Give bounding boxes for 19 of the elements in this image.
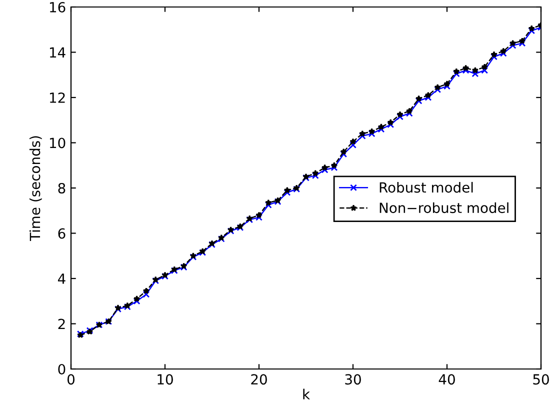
legend-label: Robust model	[380, 182, 473, 193]
x-tick-label: 30	[345, 374, 361, 385]
y-tick-label: 8	[58, 182, 66, 194]
y-tick-label: 2	[58, 318, 65, 330]
x-axis-title: k	[303, 388, 310, 400]
y-tick-label: 6	[58, 228, 66, 239]
x-tick-label: 10	[158, 374, 173, 385]
x-tick-label: 20	[251, 374, 267, 385]
y-tick-label: 10	[50, 138, 66, 148]
y-tick-label: 12	[50, 92, 65, 103]
y-tick-label: 14	[50, 47, 66, 58]
y-tick-label: 16	[50, 2, 66, 12]
y-tick-label: 4	[58, 274, 66, 284]
x-tick-label: 50	[533, 374, 549, 385]
legend-label: Non−robust model	[380, 202, 508, 214]
y-tick-label: 0	[58, 364, 66, 374]
x-tick-label: 0	[67, 374, 74, 385]
x-tick-label: 40	[438, 374, 455, 385]
y-axis-title: Time (seconds)	[29, 136, 42, 242]
